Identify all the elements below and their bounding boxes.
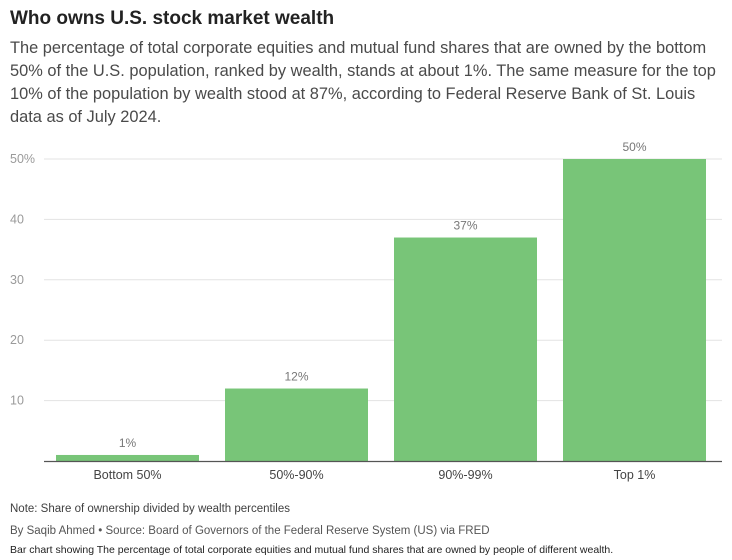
bar-bottom-50- [56, 454, 199, 461]
category-labels: Bottom 50% 50%-90% 90%-99% Top 1% [93, 468, 655, 482]
value-label: 1% [119, 436, 137, 450]
category-label: Bottom 50% [93, 468, 161, 482]
y-axis-ticks: 10 20 30 40 50% [10, 152, 35, 408]
category-label: 50%-90% [269, 468, 323, 482]
chart-title: Who owns U.S. stock market wealth [10, 8, 335, 29]
value-label: 50% [622, 140, 646, 154]
category-label: Top 1% [614, 468, 656, 482]
y-tick-label: 30 [10, 273, 24, 287]
value-label: 12% [284, 370, 308, 384]
value-labels: 1% 12% 37% 50% [119, 140, 647, 450]
bars [56, 159, 706, 461]
bar-top-1- [563, 159, 706, 461]
y-tick-label: 20 [10, 333, 24, 347]
value-label: 37% [453, 219, 477, 233]
category-label: 90%-99% [438, 468, 492, 482]
y-tick-label: 10 [10, 394, 24, 408]
byline-source: By Saqib Ahmed • Source: Board of Govern… [10, 525, 490, 537]
y-tick-label: 40 [10, 212, 24, 226]
bar-90-99- [394, 237, 537, 461]
chart-subtitle: The percentage of total corporate equiti… [10, 39, 716, 126]
y-tick-label: 50% [10, 152, 35, 166]
chart-description: Bar chart showing The percentage of tota… [10, 544, 614, 556]
chart-note: Note: Share of ownership divided by weal… [10, 503, 290, 515]
bar-chart: 10 20 30 40 50% 1% 12% 37% 50% Bottom 50% 50%-90… [10, 140, 722, 482]
bar-50-90- [225, 388, 368, 461]
